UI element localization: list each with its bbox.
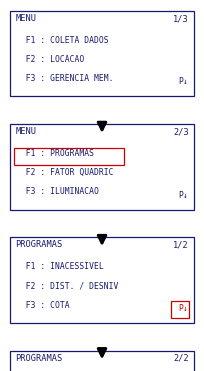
Text: PROGRAMAS: PROGRAMAS: [15, 354, 63, 362]
Text: MENU: MENU: [15, 14, 36, 23]
Text: PROGRAMAS: PROGRAMAS: [15, 240, 63, 249]
Text: 1/2: 1/2: [173, 240, 189, 249]
Text: P↓: P↓: [178, 78, 188, 86]
Text: F2 : FATOR QUADRIC: F2 : FATOR QUADRIC: [16, 168, 114, 177]
Bar: [10, 237, 194, 323]
Text: P↓: P↓: [178, 304, 188, 313]
Bar: [10, 351, 194, 371]
Bar: [14, 148, 124, 165]
Bar: [10, 11, 194, 96]
Bar: [10, 124, 194, 210]
Text: F1 : INACESSIVEL: F1 : INACESSIVEL: [16, 262, 104, 271]
Text: 2/3: 2/3: [173, 127, 189, 136]
Text: MENU: MENU: [15, 127, 36, 136]
Text: F3 : ILUMINACAO: F3 : ILUMINACAO: [16, 187, 99, 196]
Text: F1 : COLETA DADOS: F1 : COLETA DADOS: [16, 36, 109, 45]
Text: F3 : GERENCIA MEM.: F3 : GERENCIA MEM.: [16, 74, 114, 83]
Text: 2/2: 2/2: [173, 354, 189, 362]
Text: P↓: P↓: [178, 191, 188, 200]
Text: F3 : COTA: F3 : COTA: [16, 301, 70, 309]
Text: 1/3: 1/3: [173, 14, 189, 23]
Text: F1 : PROGRAMAS: F1 : PROGRAMAS: [16, 149, 94, 158]
Bar: [171, 302, 189, 318]
Text: F2 : DIST. / DESNIV: F2 : DIST. / DESNIV: [16, 281, 119, 290]
Text: F2 : LOCACAO: F2 : LOCACAO: [16, 55, 85, 64]
